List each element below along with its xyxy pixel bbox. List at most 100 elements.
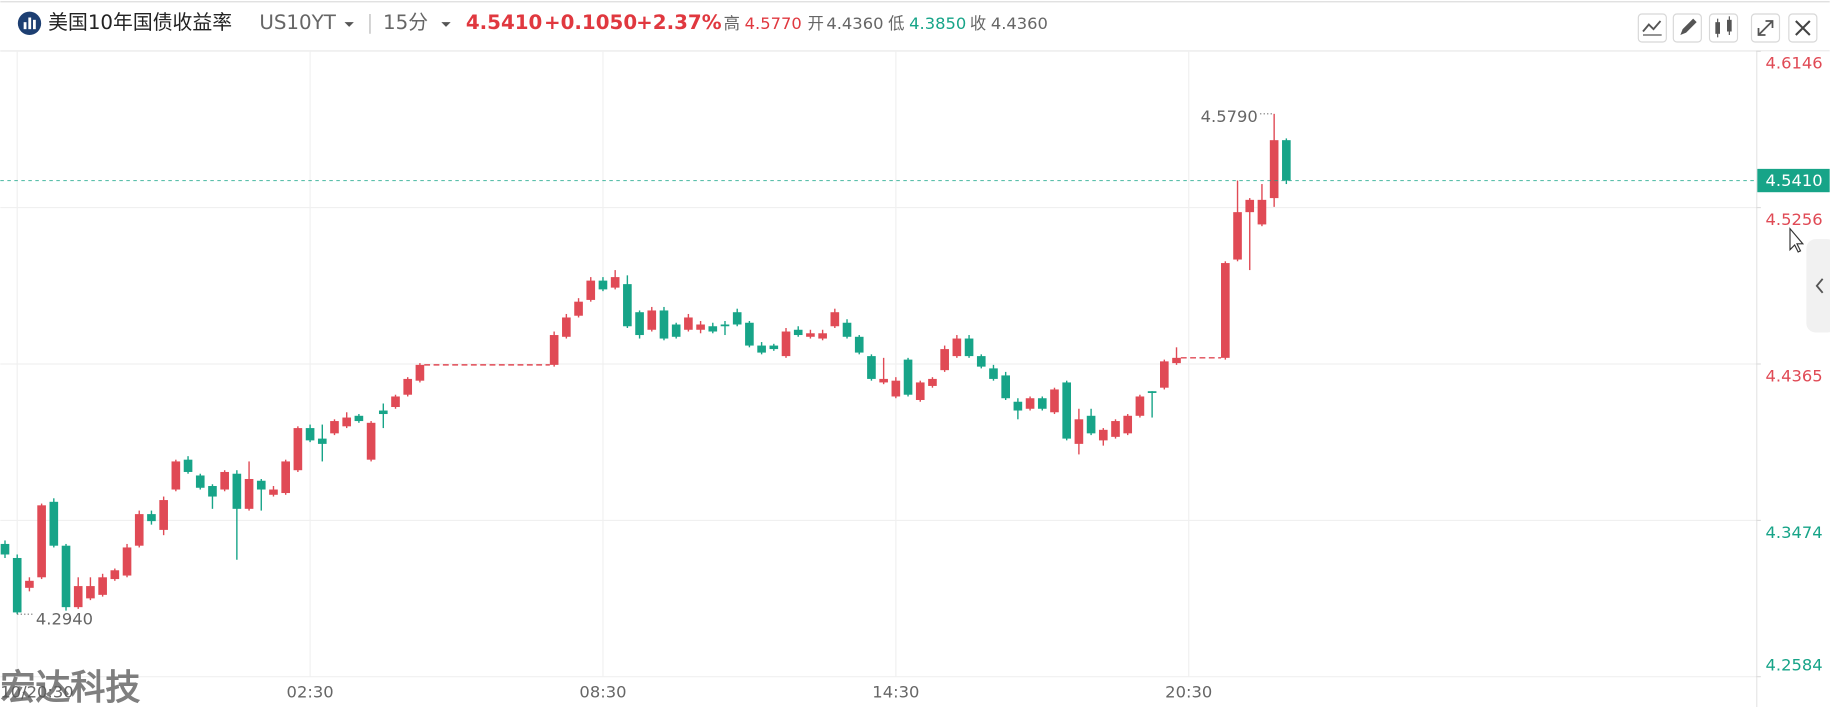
candle-body [1074, 419, 1084, 444]
candle-body [879, 378, 888, 383]
candle-body [806, 333, 815, 337]
settings-button[interactable] [1708, 13, 1739, 43]
stat-value: 4.4360 [826, 14, 883, 33]
candle-body [366, 422, 376, 460]
draw-button[interactable] [1672, 13, 1702, 43]
candle-body [1282, 140, 1291, 181]
stat-label: 收 [970, 14, 986, 33]
x-tick-label: 10/20:30 [0, 683, 73, 702]
candle-body [232, 473, 242, 509]
candle-body [403, 378, 413, 395]
candle-body [1098, 429, 1108, 441]
y-tick-label: 4.4365 [1766, 366, 1823, 385]
min-marker-label: 4.2940 [36, 610, 93, 629]
candle-body [1269, 140, 1279, 199]
last-price-tag [1757, 168, 1830, 193]
candle-body [830, 312, 840, 327]
candle-body [915, 382, 925, 400]
candle-body [317, 438, 327, 444]
candle-body [781, 331, 791, 357]
candle-body [647, 310, 657, 330]
candle-body [708, 326, 718, 332]
candle-body [183, 459, 193, 472]
stat-label: 低 [888, 14, 904, 33]
separator: | [367, 11, 374, 34]
candle-body [1221, 263, 1230, 358]
candle-body [1037, 398, 1047, 409]
x-tick-label: 08:30 [579, 683, 626, 702]
side-panel-toggle[interactable] [1806, 239, 1830, 333]
candle-body [1062, 382, 1072, 439]
candle-body [549, 335, 559, 365]
current-price: 4.5410 [466, 11, 543, 34]
candle-body [208, 486, 217, 497]
stat-value: 4.5770 [745, 14, 802, 33]
candle-body [696, 324, 705, 330]
symbol-code[interactable]: US10YT [259, 11, 336, 34]
candle-body [1086, 415, 1096, 434]
candle-body [37, 505, 46, 578]
candle-body [354, 415, 364, 422]
candle-body [0, 543, 10, 555]
candle-body [49, 501, 59, 546]
candle-body [867, 356, 876, 379]
price-change: +0.1050 [544, 11, 637, 34]
candle-body [1123, 415, 1133, 434]
stat-label: 开 [808, 14, 824, 33]
candle-body [269, 489, 278, 495]
candle-body [903, 359, 913, 395]
candle-body [293, 428, 303, 471]
candle-body [818, 333, 827, 339]
candle-body [964, 338, 974, 357]
candle-body [61, 545, 71, 608]
candle-body [976, 356, 986, 367]
candle-body [745, 322, 754, 346]
candle-body [1025, 398, 1035, 409]
candle-body [891, 380, 901, 397]
fullscreen-button[interactable] [1750, 13, 1781, 43]
indicator-button[interactable] [1637, 13, 1667, 43]
candle-body [1013, 401, 1023, 411]
candle-body [757, 345, 766, 353]
candle-body [1111, 421, 1120, 437]
y-tick-label: 4.5256 [1766, 210, 1823, 229]
candle-body [671, 324, 681, 337]
candle-body [720, 324, 730, 327]
interval[interactable]: 15分 [383, 11, 428, 34]
stat-value: 4.4360 [991, 14, 1048, 33]
candle-body [1001, 375, 1010, 399]
candle-body [342, 417, 352, 427]
grid: 4.2584 4.3474 4.4365 4.5256 4.6146 10/20:30 02… [0, 50, 1823, 702]
last-price-label: 4.5410 [1766, 171, 1823, 190]
plot [0, 113, 1291, 615]
candle-body [928, 378, 937, 386]
x-tick-label: 20:30 [1165, 683, 1212, 702]
toolbar [1637, 13, 1818, 43]
symbol-dropdown[interactable] [344, 22, 354, 27]
candle-body [586, 280, 596, 300]
candle-body [378, 410, 388, 415]
candle-body [110, 570, 120, 580]
y-tick-label: 4.2584 [1766, 656, 1823, 675]
close-button[interactable] [1788, 13, 1818, 43]
candle-body [195, 475, 205, 488]
x-tick-label: 14:30 [872, 683, 919, 702]
candle-body [635, 312, 644, 336]
interval-dropdown[interactable] [441, 22, 451, 27]
candle-body [989, 368, 998, 379]
candle-body [122, 547, 132, 576]
candle-body [171, 461, 181, 490]
candle-body [562, 317, 571, 337]
candle-body [1160, 361, 1169, 388]
candle-body [1172, 357, 1181, 364]
symbol-title[interactable]: 美国10年国债收益率 [48, 11, 232, 34]
candle-body [1245, 199, 1255, 213]
x-tick-label: 02:30 [287, 683, 334, 702]
candle-body [793, 329, 803, 336]
overlay: 4.5410 4.5790 4.2940 [0, 107, 1830, 629]
price-change-percent: +2.37% [636, 11, 722, 34]
candle-body [73, 586, 83, 608]
symbol-icon [17, 11, 42, 35]
